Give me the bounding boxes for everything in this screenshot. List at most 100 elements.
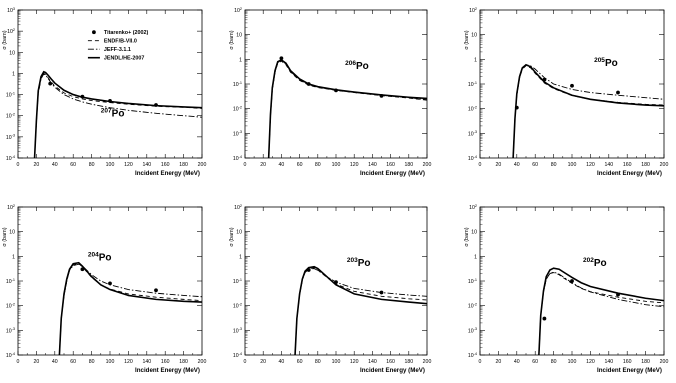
y-tick-label: 10 (9, 50, 15, 56)
nuclide-mass: 205 (594, 57, 605, 64)
x-tick-label: 80 (315, 359, 321, 365)
x-tick-label: 40 (52, 359, 58, 365)
nuclide-label: 203Po (347, 257, 371, 269)
series-dashed-line (58, 263, 202, 355)
x-tick-label: 180 (179, 162, 188, 168)
y-tick-label: 10-3 (468, 327, 477, 334)
y-tick-label: 10-1 (6, 278, 15, 285)
x-tick-label: 200 (660, 359, 669, 365)
series-dashed-line (512, 65, 664, 158)
x-tick-label: 60 (70, 162, 76, 168)
nuclide-label: 204Po (88, 251, 112, 263)
x-axis-title: Incident Energy (MeV) (360, 170, 425, 177)
x-tick-label: 20 (34, 359, 40, 365)
y-tick-label: 102 (7, 28, 15, 35)
y-tick-label: 10-4 (233, 155, 242, 162)
series-solid-line (58, 261, 202, 355)
nuclide-element: Po (112, 109, 125, 120)
experimental-point (514, 105, 519, 110)
y-tick-label: 10 (9, 230, 15, 236)
panel-po206: 0 20 40 60 80 100 120 140 160 180 200 10-4 10-3 10-2 1… (229, 7, 431, 177)
x-tick-label: 20 (260, 359, 266, 365)
x-tick-label: 140 (604, 359, 613, 365)
x-tick-label: 180 (404, 162, 413, 168)
curve-group (294, 265, 427, 355)
x-tick-label: 140 (368, 359, 377, 365)
x-tick-label: 20 (496, 359, 502, 365)
panel-po205: 0 20 40 60 80 100 120 140 160 180 200 10-4 10-3 10-2 1… (464, 7, 668, 177)
y-tick-label: 10-3 (233, 130, 242, 137)
y-tick-label: 10-4 (233, 352, 242, 359)
x-tick-label: 0 (17, 359, 20, 365)
x-tick-label: 180 (641, 359, 650, 365)
y-tick-label: 10-4 (6, 155, 15, 162)
y-tick-label: 1 (239, 57, 242, 63)
x-tick-label: 80 (89, 162, 95, 168)
x-tick-label: 0 (17, 162, 20, 168)
experimental-point (379, 290, 384, 295)
nuclide-mass: 206 (345, 60, 356, 67)
curve-group (267, 56, 427, 158)
y-axis-title: σ (barn) (464, 227, 470, 246)
nuclide-mass: 207 (101, 108, 112, 115)
y-tick-label: 10-2 (468, 302, 477, 309)
experimental-point (154, 103, 158, 107)
experimental-point (616, 292, 620, 297)
panel-po204: 0 20 40 60 80 100 120 140 160 180 200 10-4 10-3 10-2 1… (2, 204, 206, 374)
x-tick-label: 100 (106, 162, 115, 168)
y-tick-label: 10-1 (468, 81, 477, 88)
y-tick-label: 102 (7, 204, 15, 211)
curve-group (512, 63, 664, 158)
nuclide-element: Po (605, 58, 618, 69)
x-tick-label: 140 (604, 162, 613, 168)
y-tick-label: 103 (7, 7, 15, 14)
y-tick-label: 10 (236, 230, 242, 236)
series-dashdot-line (268, 59, 427, 158)
y-tick-label: 1 (12, 254, 15, 260)
experimental-point (306, 82, 311, 86)
y-tick-label: 1 (474, 254, 477, 260)
series-solid-line (512, 63, 664, 158)
x-tick-label: 80 (551, 359, 557, 365)
experimental-point (48, 81, 53, 86)
x-tick-label: 120 (586, 162, 595, 168)
x-tick-label: 60 (70, 359, 76, 365)
x-tick-label: 40 (279, 162, 285, 168)
experimental-point (154, 288, 158, 293)
experimental-point (279, 56, 284, 61)
x-tick-label: 120 (124, 359, 133, 365)
y-axis-title: σ (barn) (229, 227, 235, 246)
series-solid-line (538, 267, 664, 355)
y-tick-label: 10-4 (6, 352, 15, 359)
y-tick-label: 10-1 (233, 278, 242, 285)
y-tick-label: 10-1 (6, 91, 15, 98)
x-tick-label: 160 (623, 162, 632, 168)
y-tick-label: 102 (469, 204, 477, 211)
x-tick-label: 0 (244, 162, 247, 168)
curve-group (58, 261, 202, 355)
x-tick-label: 100 (568, 359, 577, 365)
y-tick-label: 1 (474, 57, 477, 63)
x-tick-label: 120 (350, 359, 359, 365)
y-tick-label: 102 (234, 204, 242, 211)
x-tick-label: 0 (244, 359, 247, 365)
y-tick-label: 10-2 (233, 105, 242, 112)
panel-po203: 0 20 40 60 80 100 120 140 160 180 200 10-4 10-3 10-2 1… (229, 204, 431, 374)
x-tick-label: 120 (586, 359, 595, 365)
y-tick-label: 1 (239, 254, 242, 260)
x-tick-label: 140 (368, 162, 377, 168)
curve-group (538, 267, 664, 355)
nuclide-element: Po (594, 258, 607, 269)
x-tick-label: 60 (297, 162, 303, 168)
x-axis-title: Incident Energy (MeV) (597, 170, 662, 177)
x-tick-label: 160 (386, 359, 395, 365)
x-axis-title: Incident Energy (MeV) (360, 367, 425, 374)
experimental-point (379, 93, 384, 98)
nuclide-element: Po (358, 258, 371, 269)
y-tick-label: 102 (234, 7, 242, 14)
x-tick-label: 60 (532, 359, 538, 365)
y-axis-title: σ (barn) (2, 227, 8, 246)
x-tick-label: 120 (350, 162, 359, 168)
y-axis-title: σ (barn) (229, 30, 235, 49)
y-tick-label: 10-1 (468, 278, 477, 285)
